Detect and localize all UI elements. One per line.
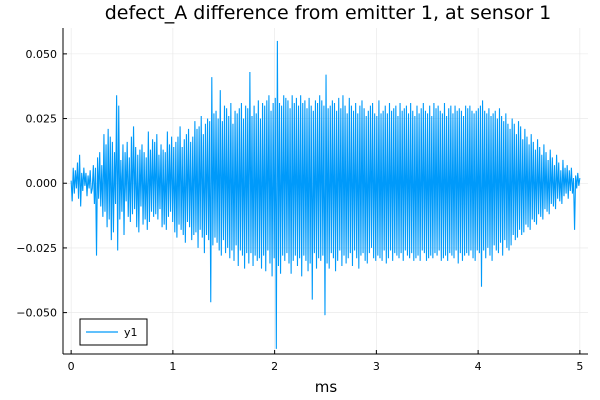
series-layer [70, 40, 581, 349]
legend: y1 [79, 318, 148, 346]
legend-label-y1: y1 [124, 326, 138, 339]
y-tick-label: −0.050 [16, 307, 57, 320]
x-tick-label: 1 [169, 360, 176, 373]
x-tick-label: 2 [271, 360, 278, 373]
x-tick-label: 3 [373, 360, 380, 373]
y-tick-label: 0.050 [26, 48, 58, 61]
y-ticks: −0.050 −0.025 0.000 0.025 0.050 [16, 48, 67, 320]
y-tick-label: −0.025 [16, 242, 57, 255]
y-tick-label: 0.025 [26, 113, 58, 126]
chart-title: defect_A difference from emitter 1, at s… [105, 2, 552, 24]
x-tick-label: 4 [475, 360, 482, 373]
x-axis-label: ms [315, 378, 338, 396]
x-tick-label: 0 [68, 360, 75, 373]
axes [62, 28, 588, 355]
x-tick-label: 5 [576, 360, 583, 373]
series-line-y1 [70, 40, 581, 349]
y-tick-label: 0.000 [26, 177, 58, 190]
x-ticks: 0 1 2 3 4 5 [68, 350, 583, 373]
